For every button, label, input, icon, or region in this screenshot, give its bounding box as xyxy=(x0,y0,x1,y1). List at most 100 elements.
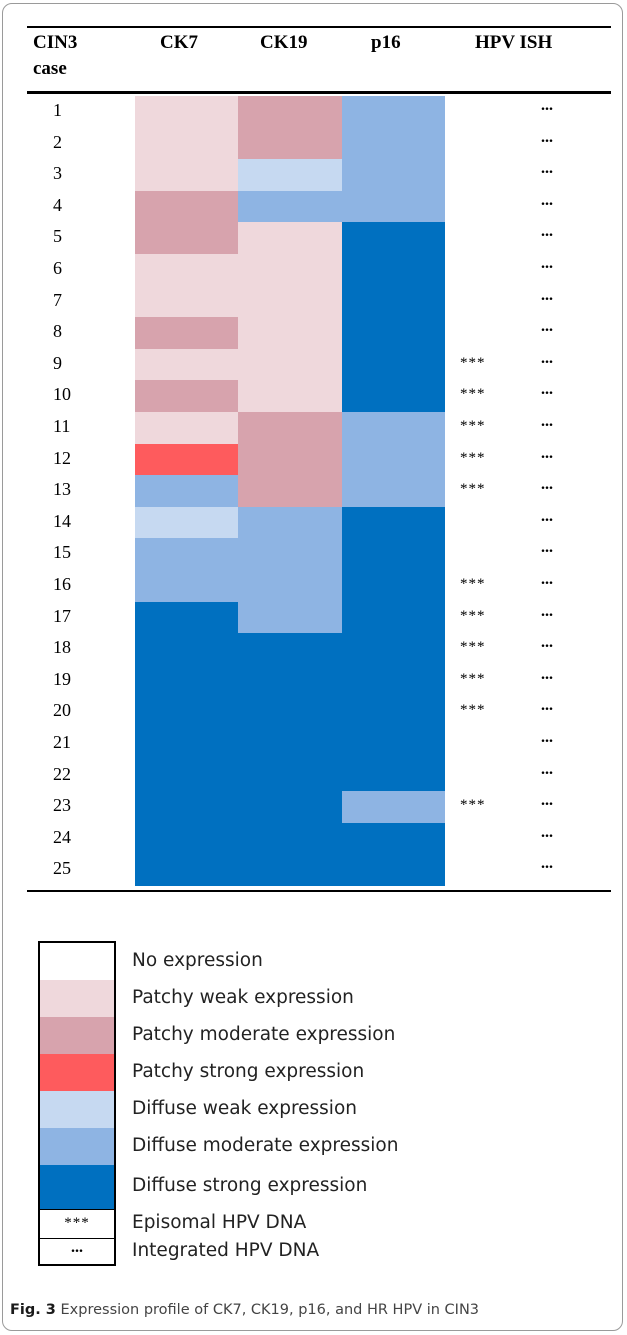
legend-swatch-diffuse-moderate xyxy=(38,1128,116,1165)
case-number: 14 xyxy=(53,511,71,531)
heat-cell-ck19 xyxy=(238,760,342,791)
integrated-mark: ... xyxy=(541,697,553,714)
heat-cell-ck19 xyxy=(238,633,342,665)
case-number: 12 xyxy=(53,448,71,468)
heat-cell-ck19 xyxy=(238,665,342,696)
case-number: 11 xyxy=(53,416,71,436)
integrated-mark: ... xyxy=(541,97,553,114)
heat-cell-ck7 xyxy=(135,128,238,159)
heat-cell-ck7 xyxy=(135,538,238,570)
episomal-mark: *** xyxy=(460,355,486,371)
header-ck19: CK19 xyxy=(260,32,308,53)
heat-cell-ck7 xyxy=(135,823,238,854)
integrated-mark: ... xyxy=(541,476,553,493)
heat-cell-p16 xyxy=(342,854,445,886)
case-number: 25 xyxy=(53,858,71,878)
integrated-mark: ... xyxy=(541,318,553,335)
heat-cell-ck19 xyxy=(238,254,342,286)
case-number: 15 xyxy=(53,542,71,562)
episomal-mark: *** xyxy=(460,418,486,434)
heat-cell-ck7 xyxy=(135,380,238,412)
legend-swatch-integrated xyxy=(38,1238,116,1266)
integrated-mark: ... xyxy=(541,223,553,240)
heat-cell-p16 xyxy=(342,286,445,317)
heat-cell-ck19 xyxy=(238,128,342,159)
heat-cell-p16 xyxy=(342,570,445,602)
legend-label: Patchy weak expression xyxy=(132,987,354,1008)
header-ck7: CK7 xyxy=(160,32,198,53)
heat-cell-ck19 xyxy=(238,823,342,854)
integrated-mark: ... xyxy=(541,287,553,304)
case-number: 8 xyxy=(53,321,62,341)
heat-cell-p16 xyxy=(342,728,445,760)
heat-cell-p16 xyxy=(342,538,445,570)
heat-cell-ck19 xyxy=(238,538,342,570)
heat-cell-ck7 xyxy=(135,254,238,286)
episomal-mark: *** xyxy=(460,639,486,655)
integrated-mark: ... xyxy=(541,192,553,209)
heat-cell-ck7 xyxy=(135,633,238,665)
heat-cell-ck19 xyxy=(238,602,342,633)
integrated-mark: ... xyxy=(541,792,553,809)
heat-cell-ck7 xyxy=(135,444,238,475)
heat-cell-ck19 xyxy=(238,380,342,412)
integrated-mark: ... xyxy=(541,761,553,778)
heat-cell-ck19 xyxy=(238,696,342,728)
legend-swatch-patchy-strong xyxy=(38,1054,116,1091)
case-number: 19 xyxy=(53,669,71,689)
episomal-mark: *** xyxy=(460,386,486,402)
heat-cell-ck19 xyxy=(238,444,342,475)
case-number: 2 xyxy=(53,132,62,152)
integrated-mark: ... xyxy=(541,634,553,651)
heat-cell-ck19 xyxy=(238,791,342,823)
integrated-symbol: ... xyxy=(71,1239,83,1256)
heat-cell-p16 xyxy=(342,254,445,286)
integrated-mark: ... xyxy=(541,666,553,683)
heat-cell-p16 xyxy=(342,222,445,254)
episomal-mark: *** xyxy=(460,797,486,813)
heat-cell-ck7 xyxy=(135,191,238,222)
heat-cell-p16 xyxy=(342,665,445,696)
caption-label: Fig. 3 xyxy=(10,1302,56,1318)
heat-cell-ck19 xyxy=(238,507,342,538)
legend-label: Diffuse weak expression xyxy=(132,1098,357,1119)
legend-label: Patchy moderate expression xyxy=(132,1024,396,1045)
legend-top-border xyxy=(38,941,116,943)
episomal-mark: *** xyxy=(460,450,486,466)
episomal-mark: *** xyxy=(460,671,486,687)
header-case: case xyxy=(33,58,67,79)
case-number: 3 xyxy=(53,163,62,183)
heat-cell-ck19 xyxy=(238,349,342,380)
legend-swatch-patchy-moderate xyxy=(38,1017,116,1054)
legend-swatch-diffuse-weak xyxy=(38,1091,116,1128)
heat-cell-p16 xyxy=(342,349,445,380)
case-number: 1 xyxy=(53,100,62,120)
integrated-mark: ... xyxy=(541,413,553,430)
heat-cell-p16 xyxy=(342,760,445,791)
heat-cell-p16 xyxy=(342,380,445,412)
case-number: 7 xyxy=(53,290,62,310)
heat-cell-ck7 xyxy=(135,475,238,507)
heat-cell-ck7 xyxy=(135,317,238,349)
case-number: 10 xyxy=(53,384,71,404)
case-number: 24 xyxy=(53,827,71,847)
case-number: 20 xyxy=(53,700,71,720)
heat-cell-ck7 xyxy=(135,412,238,444)
heat-cell-ck7 xyxy=(135,665,238,696)
legend-label: Patchy strong expression xyxy=(132,1061,365,1082)
legend-swatch-episomal xyxy=(38,1209,116,1238)
header-hpv-ish: HPV ISH xyxy=(475,32,553,53)
heat-cell-p16 xyxy=(342,317,445,349)
caption-text: Expression profile of CK7, CK19, p16, an… xyxy=(60,1302,480,1318)
heat-cell-ck19 xyxy=(238,317,342,349)
episomal-symbol: *** xyxy=(64,1215,90,1231)
integrated-mark: ... xyxy=(541,381,553,398)
heat-cell-ck7 xyxy=(135,728,238,760)
case-number: 6 xyxy=(53,258,62,278)
heat-cell-ck19 xyxy=(238,222,342,254)
episomal-mark: *** xyxy=(460,702,486,718)
heat-cell-p16 xyxy=(342,96,445,128)
case-number: 5 xyxy=(53,226,62,246)
heat-cell-p16 xyxy=(342,444,445,475)
heat-cell-ck7 xyxy=(135,791,238,823)
